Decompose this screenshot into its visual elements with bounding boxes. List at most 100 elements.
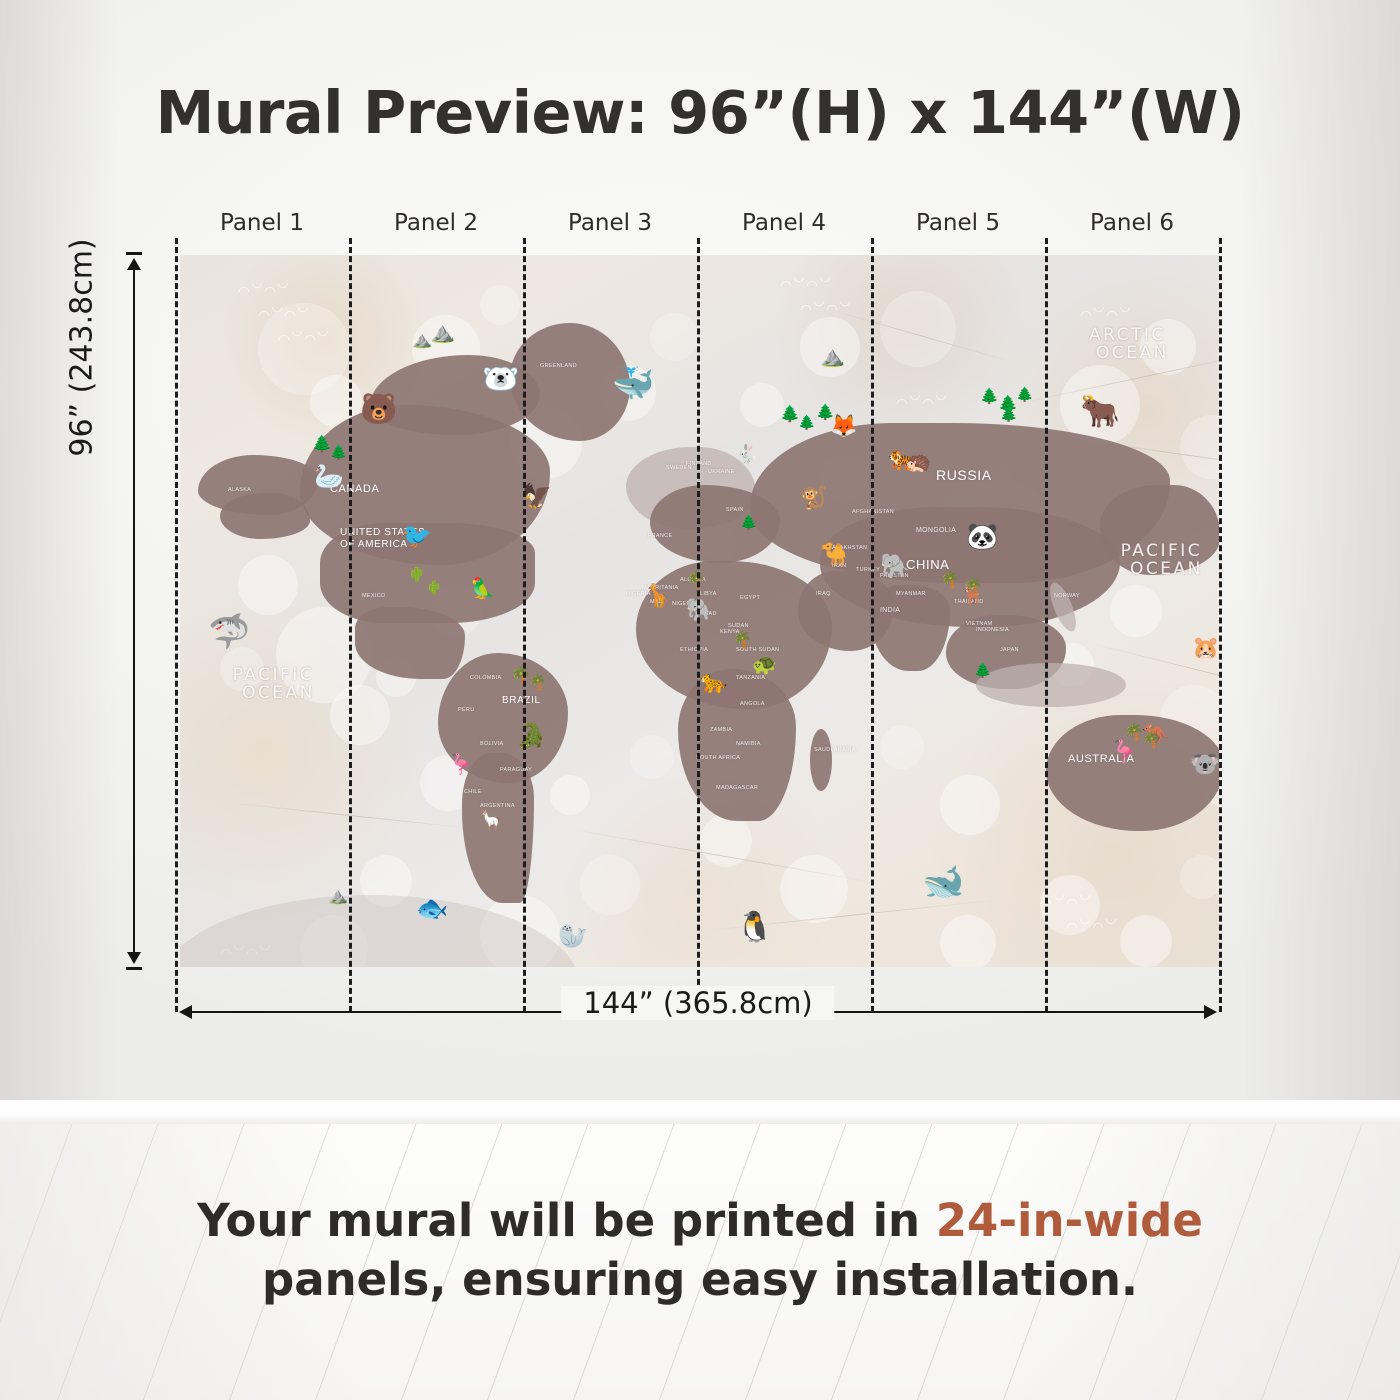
floor-shading: [0, 1124, 1400, 1400]
flora-icon: 🌵: [408, 566, 426, 582]
bokeh-circle: [480, 285, 520, 325]
bokeh-circle: [220, 647, 264, 691]
panel-label-row: Panel 1 Panel 2 Panel 3 Panel 4 Panel 5 …: [175, 210, 1219, 246]
panel-divider-6: [1219, 238, 1222, 1012]
wall-shadow-left: [0, 0, 120, 1125]
panel-label-3: Panel 3: [568, 210, 652, 236]
page-title: Mural Preview: 96”(H) x 144”(W): [155, 78, 1245, 147]
flora-icon: 🌲: [798, 414, 816, 430]
width-dimension-arrow: 144” (365.8cm): [175, 986, 1221, 1020]
flora-icon: 🌴: [1142, 732, 1161, 749]
bokeh-circle: [740, 383, 784, 427]
animal-pelican-icon: 🦢: [314, 463, 344, 490]
animal-polar-bear-icon: 🐻‍❄️: [482, 363, 520, 396]
flora-icon: ⛰️: [430, 322, 455, 344]
bokeh-circle: [480, 895, 560, 967]
bokeh-circle: [940, 775, 1000, 835]
bokeh-circle: [1060, 365, 1140, 445]
animal-fox-icon: 🦊: [830, 413, 858, 438]
height-dimension-arrow: [126, 252, 142, 970]
flora-icon: 🌲: [998, 396, 1018, 413]
animal-cheetah-icon: 🐆: [700, 669, 728, 694]
animal-yak-icon: 🐂: [1080, 393, 1120, 429]
panel-divider-0: [175, 238, 178, 1012]
wave-decoration: [1066, 919, 1128, 928]
wave-decoration: [278, 331, 340, 340]
panel-label-4: Panel 4: [742, 210, 826, 236]
bokeh-circle: [800, 317, 860, 377]
animal-monkey-icon: 🐒: [800, 485, 828, 510]
animal-deer-icon: 🦌: [960, 584, 985, 606]
animal-great-white-shark-icon: 🦈: [208, 613, 251, 651]
bokeh-circle: [550, 775, 590, 815]
flora-icon: 🌴: [528, 674, 547, 691]
animal-orca-icon: 🐳: [612, 365, 655, 403]
flora-icon: 🌲: [1000, 406, 1018, 422]
bokeh-circle: [1110, 585, 1162, 637]
flora-icon: 🌴: [940, 572, 960, 589]
bokeh-circle: [650, 313, 698, 361]
flora-icon: 🌲: [974, 662, 992, 678]
wave-decoration: [800, 301, 862, 310]
flora-icon: 🌲: [740, 514, 758, 530]
width-arrowhead-left: [179, 1005, 192, 1019]
animal-sea-lion-icon: 🦭: [558, 923, 588, 950]
wave-decoration: [780, 277, 842, 286]
panel-divider-5: [1045, 238, 1048, 1012]
animal-tiger-icon: 🐅: [888, 445, 918, 472]
caption-accent: 24-in-wide: [935, 1194, 1203, 1247]
bokeh-circle: [580, 855, 640, 915]
panel-divider-1: [349, 238, 352, 1012]
animal-giraffe-icon: 🦒: [644, 583, 672, 608]
animal-woodpecker-icon: 🐦: [402, 523, 432, 550]
bokeh-circle: [1180, 415, 1219, 479]
panel-label-2: Panel 2: [394, 210, 478, 236]
height-tick-bottom: [126, 967, 142, 970]
width-dimension-label: 144” (365.8cm): [561, 986, 835, 1020]
floor: [0, 1124, 1400, 1400]
height-dimension-label: 96” (243.8cm): [64, 238, 100, 457]
animal-toucan-icon: 🦜: [470, 578, 495, 600]
panel-label-1: Panel 1: [220, 210, 304, 236]
bokeh-circle: [238, 555, 298, 615]
wave-decoration: [238, 283, 300, 292]
flora-icon: ⛰️: [820, 346, 845, 368]
animal-llama-icon: 🦙: [480, 810, 503, 830]
wave-decoration: [1080, 307, 1142, 316]
animal-kangaroo-icon: 🦘: [1142, 721, 1170, 746]
flora-icon: ⛰️: [412, 332, 432, 349]
animal-emu-icon: 🦩: [1110, 739, 1138, 764]
panel-divider-2: [523, 238, 526, 1012]
wave-decoration: [220, 945, 282, 954]
flora-icon: 🌴: [686, 572, 706, 589]
baseboard: [0, 1100, 1400, 1126]
height-arrowhead-down: [127, 952, 141, 964]
bokeh-circle: [630, 735, 674, 779]
width-arrowhead-right: [1204, 1005, 1217, 1019]
flora-icon: 🌴: [732, 632, 752, 649]
animal-bald-eagle-icon: 🦅: [522, 483, 552, 510]
flora-icon: 🌴: [964, 578, 983, 595]
panel-divider-4: [871, 238, 874, 1012]
animal-turtle-icon: 🐢: [752, 654, 777, 676]
bokeh-circle: [780, 855, 848, 923]
flora-icon: 🌲: [312, 436, 332, 453]
animal-penguin-icon: 🐧: [736, 911, 774, 944]
flora-icon: 🌵: [426, 580, 443, 595]
flora-icon: 🌲: [780, 406, 800, 423]
wave-decoration: [896, 395, 958, 404]
animal-koala-icon: 🐨: [1190, 751, 1219, 778]
animal-hedgehog-icon: 🦔: [904, 449, 932, 474]
bokeh-circle: [330, 685, 390, 745]
bokeh-circle: [258, 303, 350, 395]
bokeh-circle: [880, 291, 956, 367]
height-line: [133, 266, 135, 956]
flora-icon: 🌴: [1124, 724, 1144, 741]
bokeh-circle: [300, 915, 368, 967]
bokeh-circle: [360, 855, 412, 907]
caption-line2: panels, ensuring easy installation.: [261, 1252, 1138, 1306]
bokeh-circle: [880, 725, 924, 769]
animal-flamingo-icon: 🦩: [448, 754, 473, 776]
animal-camel-icon: 🐪: [820, 541, 848, 566]
panel-divider-3: [697, 238, 700, 1012]
